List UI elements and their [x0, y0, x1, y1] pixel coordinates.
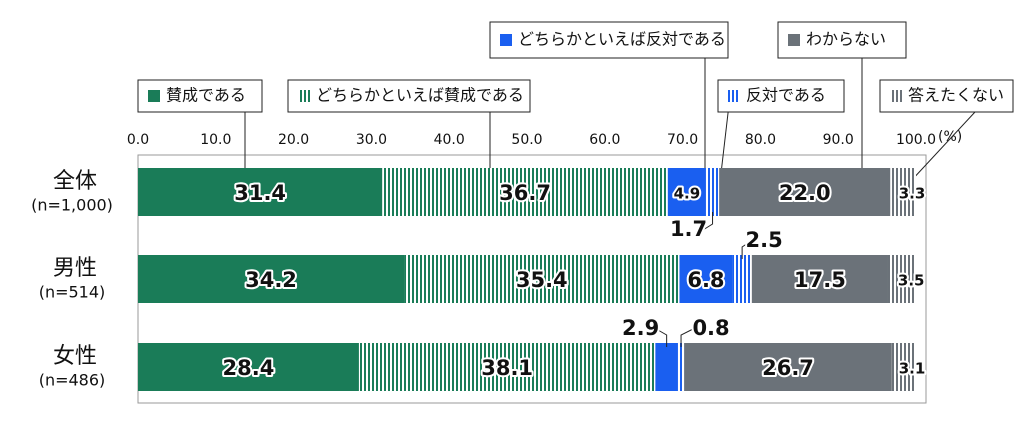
legend-label: どちらかといえば反対である	[518, 30, 726, 49]
x-tick-label: 70.0	[667, 132, 698, 148]
x-tick-label: 40.0	[434, 132, 465, 148]
legend-leader	[909, 111, 976, 183]
x-tick-label: 90.0	[823, 132, 854, 148]
value-label: 34.2	[245, 268, 297, 292]
bar-segment	[732, 255, 752, 303]
bar-segment	[382, 168, 668, 216]
legend-swatch	[500, 34, 512, 46]
bar-segment	[138, 255, 405, 303]
bar-segment	[404, 255, 680, 303]
legend-swatch	[890, 90, 902, 102]
legend-label: 賛成である	[166, 86, 246, 105]
category-note: (n=514)	[39, 283, 106, 302]
legend-box	[879, 79, 1014, 113]
legend-swatch	[148, 90, 160, 102]
legend-swatch	[298, 90, 310, 102]
legend-box	[489, 21, 729, 59]
x-tick-label: 0.0	[127, 132, 149, 148]
value-label: 28.4	[223, 356, 275, 380]
value-label: 2.9	[622, 316, 659, 340]
category-note: (n=486)	[39, 371, 106, 390]
bar-segment	[667, 168, 706, 216]
legend-label: 答えたくない	[908, 86, 1004, 105]
x-tick-label: 50.0	[511, 132, 542, 148]
legend-label: どちらかといえば賛成である	[316, 86, 524, 105]
legend-box	[137, 79, 263, 113]
bar-segment	[891, 343, 916, 391]
value-label: 2.5	[746, 228, 783, 252]
bar-segment	[677, 343, 685, 391]
legend-swatch	[788, 34, 800, 46]
bar-segment	[138, 168, 383, 216]
legend-swatch	[728, 90, 740, 102]
value-label: 26.7	[762, 356, 814, 380]
bar-segment	[887, 255, 916, 303]
x-tick-label: 30.0	[356, 132, 387, 148]
category-label: 女性	[53, 344, 97, 369]
bar-segment	[719, 168, 891, 216]
x-unit: (%)	[938, 129, 962, 145]
x-tick-label: 20.0	[278, 132, 309, 148]
value-label: 4.9	[674, 185, 701, 203]
label-leader	[702, 212, 714, 231]
value-label: 22.0	[779, 181, 831, 205]
bar-segment	[890, 168, 916, 216]
value-label: 3.5	[898, 272, 925, 290]
value-label: 31.4	[234, 181, 286, 205]
x-tick-label: 60.0	[589, 132, 620, 148]
bar-segment	[655, 343, 678, 391]
label-leader	[680, 328, 694, 347]
value-label: 1.7	[670, 217, 707, 241]
bar-segment	[705, 168, 720, 216]
x-tick-label: 10.0	[200, 132, 231, 148]
value-label: 35.4	[516, 268, 568, 292]
value-label: 6.8	[687, 268, 724, 292]
bar-segment	[751, 255, 888, 303]
value-label: 3.3	[899, 185, 926, 203]
bar-segment	[358, 343, 656, 391]
legend-label: わからない	[806, 30, 886, 49]
bar-segment	[138, 343, 359, 391]
category-label: 全体	[53, 169, 97, 194]
category-label: 男性	[53, 256, 97, 281]
value-label: 17.5	[794, 268, 846, 292]
legend-label: 反対である	[746, 86, 826, 105]
value-label: 0.8	[692, 316, 729, 340]
value-label: 3.1	[899, 360, 926, 378]
value-label: 38.1	[481, 356, 533, 380]
bar-segment	[684, 343, 892, 391]
label-leader	[741, 240, 752, 259]
category-note: (n=1,000)	[31, 196, 113, 215]
value-label: 36.7	[499, 181, 551, 205]
legend-box	[287, 79, 531, 113]
x-tick-label: 100.0	[896, 132, 936, 148]
bar-segment	[679, 255, 733, 303]
label-leader	[656, 328, 668, 347]
x-tick-label: 80.0	[745, 132, 776, 148]
